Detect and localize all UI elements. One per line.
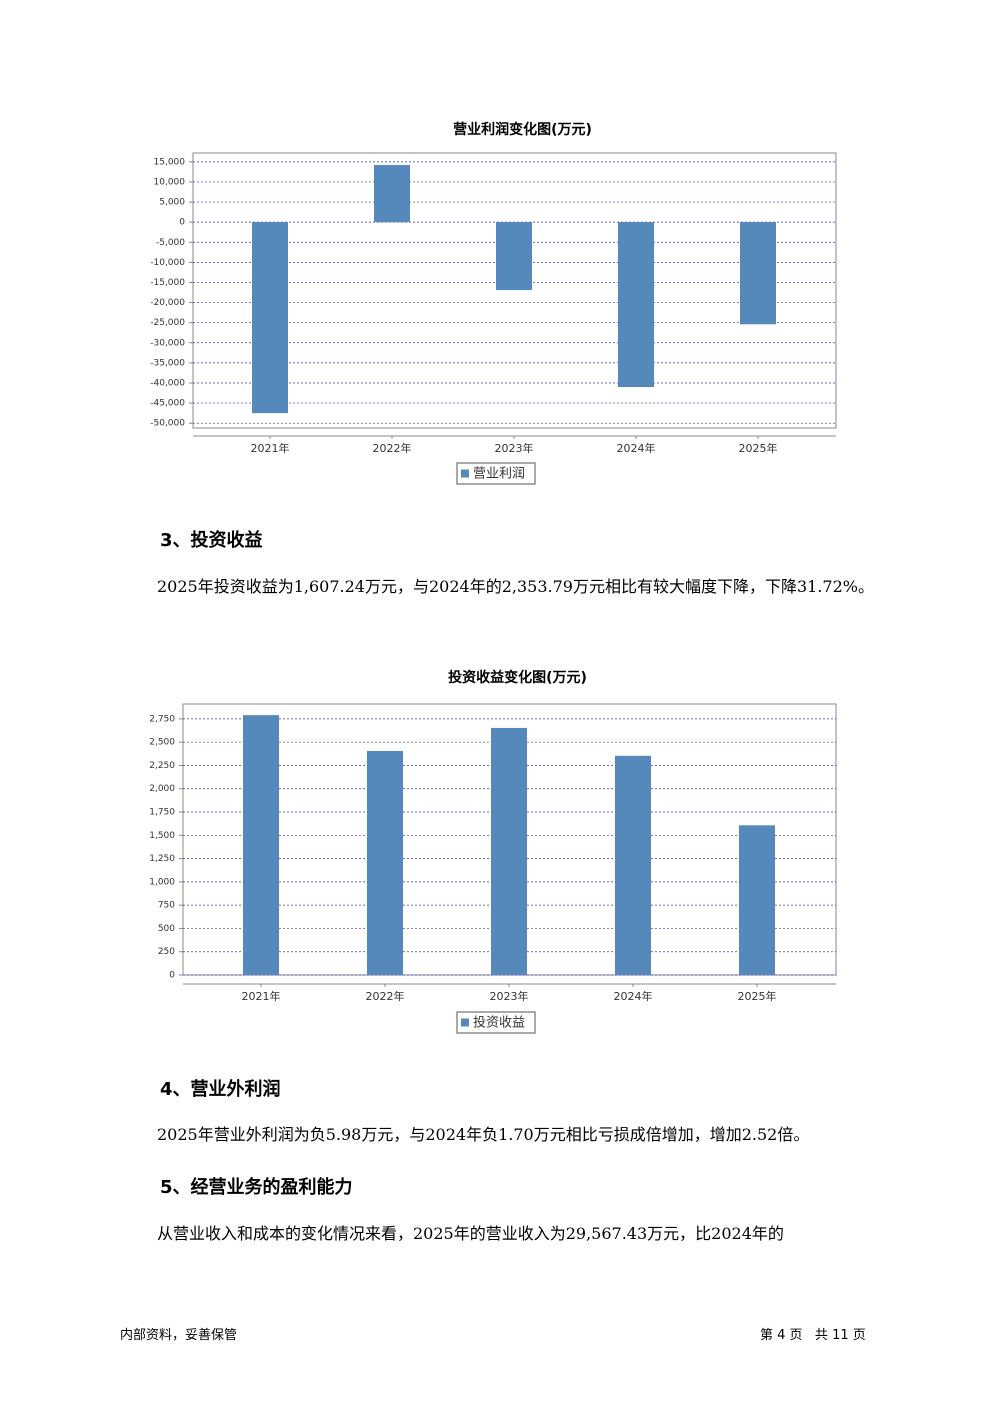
y-tick-label: 750 (158, 901, 175, 911)
y-tick-label: 2,750 (149, 714, 175, 724)
x-tick-label: 2025年 (739, 441, 778, 455)
legend-swatch (461, 469, 469, 478)
legend-box (456, 1011, 536, 1034)
bar (496, 222, 532, 291)
plot-area (192, 152, 837, 429)
x-tick-label: 2023年 (490, 989, 529, 1003)
y-tick-label: -50,000 (150, 419, 185, 429)
y-tick-label: 0 (169, 971, 175, 981)
y-tick-label: 500 (158, 924, 175, 934)
footer-left: 内部资料，妥善保管 (120, 1328, 238, 1343)
bar (374, 165, 410, 223)
paragraph: 从营业收入和成本的变化情况来看，2025年的营业收入为29,567.43万元，比… (157, 1224, 784, 1243)
x-tick-label: 2023年 (495, 441, 534, 455)
y-tick-label: 15,000 (154, 157, 186, 167)
paragraph: 2025年投资收益为1,607.24万元，与2024年的2,353.79万元相比… (157, 577, 874, 596)
chart-title: 营业利润变化图(万元) (453, 121, 592, 138)
y-tick-label: -10,000 (150, 258, 185, 268)
y-tick-label: 0 (179, 218, 185, 228)
legend-label: 投资收益 (473, 1015, 525, 1031)
bar (618, 222, 654, 387)
x-tick-label: 2021年 (242, 989, 281, 1003)
legend-label: 营业利润 (473, 467, 525, 482)
y-tick-label: -35,000 (150, 358, 185, 368)
x-tick-label: 2022年 (366, 989, 405, 1003)
y-tick-label: -40,000 (150, 378, 185, 388)
section-heading: 4、营业外利润 (160, 1079, 281, 1100)
legend-swatch (461, 1018, 469, 1027)
y-tick-label: 250 (158, 947, 175, 957)
y-tick-label: -30,000 (150, 338, 185, 348)
y-tick-label: 10,000 (154, 177, 186, 187)
y-tick-label: 5,000 (159, 198, 185, 208)
bar (243, 715, 279, 975)
y-tick-label: 1,750 (149, 808, 175, 818)
y-tick-label: -5,000 (156, 238, 185, 248)
bar (739, 825, 775, 975)
bar (615, 755, 651, 975)
charts: 营业利润变化图(万元) 15,000 10,000 5,000 0 -5,000 -10,0… (149, 121, 837, 1034)
y-tick-label: -25,000 (150, 318, 185, 328)
legend-box (456, 462, 536, 485)
bar (367, 750, 403, 975)
section-heading: 3、投资收益 (160, 530, 263, 551)
y-tick-label: 1,250 (149, 854, 175, 864)
x-tick-label: 2021年 (251, 441, 290, 455)
section-heading: 5、经营业务的盈利能力 (160, 1177, 353, 1198)
y-tick-label: 2,500 (149, 738, 175, 748)
x-tick-label: 2025年 (738, 989, 777, 1003)
chart-title: 投资收益变化图(万元) (448, 669, 587, 686)
y-tick-label: 2,250 (149, 761, 175, 771)
bar (252, 222, 288, 414)
x-tick-label: 2024年 (617, 441, 656, 455)
y-tick-label: -20,000 (150, 298, 185, 308)
y-tick-label: 1,500 (149, 831, 175, 841)
bar (740, 222, 776, 325)
y-tick-label: 1,000 (149, 877, 175, 887)
y-tick-label: -45,000 (150, 399, 185, 409)
paragraph: 2025年营业外利润为负5.98万元，与2024年负1.70万元相比亏损成倍增加… (157, 1125, 810, 1144)
x-tick-label: 2024年 (614, 989, 653, 1003)
y-tick-label: -15,000 (150, 278, 185, 288)
bar (491, 727, 527, 975)
x-tick-label: 2022年 (373, 441, 412, 455)
y-tick-label: 2,000 (149, 784, 175, 794)
footer-right: 第 4 页 共 11 页 (760, 1328, 866, 1343)
